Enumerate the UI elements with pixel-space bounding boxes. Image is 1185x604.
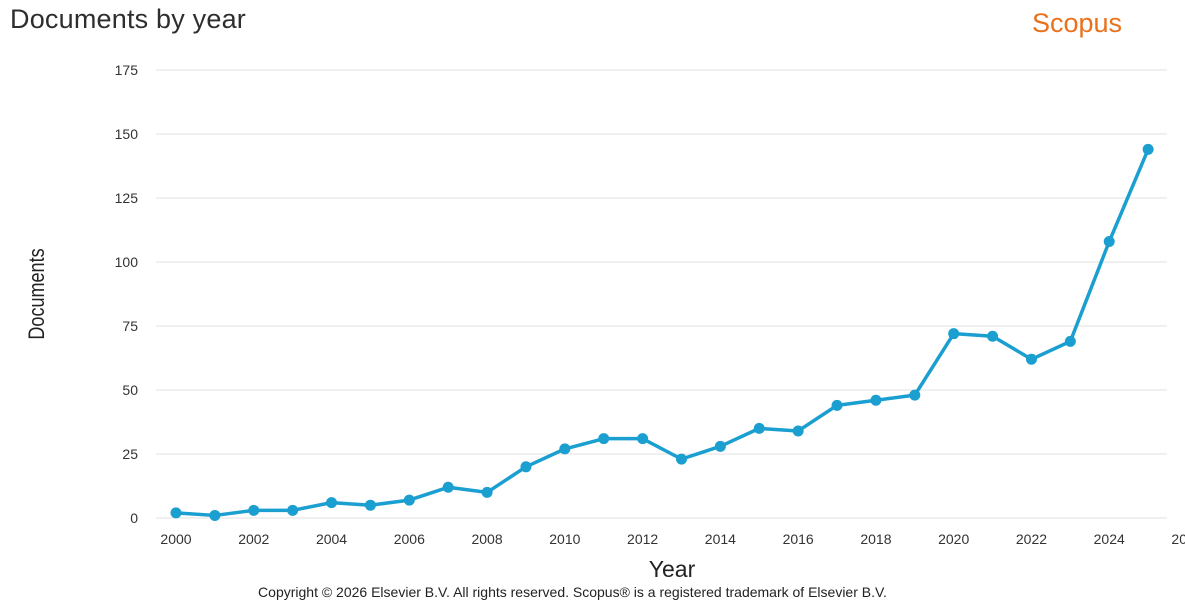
data-point-2002[interactable] xyxy=(248,504,260,516)
data-point-2003[interactable] xyxy=(287,504,299,516)
y-tick-label: 175 xyxy=(115,62,139,78)
y-axis-label: Documents xyxy=(25,248,49,339)
data-point-2023[interactable] xyxy=(1064,335,1076,347)
data-point-2009[interactable] xyxy=(520,461,532,473)
x-tick-label: 2024 xyxy=(1094,531,1125,547)
x-tick-label: 2002 xyxy=(238,531,269,547)
y-tick-label: 25 xyxy=(122,446,138,462)
data-point-2020[interactable] xyxy=(948,328,960,340)
scopus-logo: Scopus xyxy=(1032,8,1123,38)
chart-title: Documents by year xyxy=(10,4,246,34)
y-tick-label: 50 xyxy=(122,382,138,398)
x-tick-label: 2020 xyxy=(938,531,969,547)
data-point-2005[interactable] xyxy=(364,499,376,511)
data-point-2025[interactable] xyxy=(1142,143,1154,155)
series-line xyxy=(174,147,1150,518)
data-point-2021[interactable] xyxy=(987,330,999,342)
data-point-2014[interactable] xyxy=(714,440,726,452)
data-point-2018[interactable] xyxy=(870,394,882,406)
data-point-2024[interactable] xyxy=(1103,236,1115,248)
x-axis-ticks: 2000 2002 2004 2006 2008 2010 2012 2014 2016 2018… xyxy=(160,531,1185,547)
x-tick-label: 2022 xyxy=(1016,531,1047,547)
y-tick-label: 150 xyxy=(115,126,139,142)
data-point-2000[interactable] xyxy=(170,507,182,519)
data-point-2011[interactable] xyxy=(598,433,610,445)
copyright-footer: Copyright © 2026 Elsevier B.V. All right… xyxy=(258,584,887,600)
y-tick-label: 125 xyxy=(115,190,139,206)
data-point-2013[interactable] xyxy=(676,453,687,465)
x-tick-label: 2000 xyxy=(160,531,191,547)
data-point-2001[interactable] xyxy=(209,509,221,521)
x-tick-label: 2010 xyxy=(549,531,580,547)
x-tick-label: 2026 xyxy=(1171,531,1185,547)
data-point-2022[interactable] xyxy=(1025,353,1037,365)
gridlines xyxy=(156,69,1167,519)
y-axis-ticks: 0 25 50 75 100 125 150 175 xyxy=(115,62,139,526)
data-point-2006[interactable] xyxy=(403,494,415,506)
x-tick-label: 2018 xyxy=(860,531,891,547)
data-point-2019[interactable] xyxy=(909,389,921,401)
data-point-2008[interactable] xyxy=(481,486,493,498)
data-point-2007[interactable] xyxy=(442,481,454,493)
x-tick-label: 2004 xyxy=(316,531,347,547)
y-tick-label: 0 xyxy=(130,510,138,526)
x-tick-label: 2014 xyxy=(705,531,736,547)
y-tick-label: 75 xyxy=(122,318,138,334)
x-tick-label: 2012 xyxy=(627,531,658,547)
x-axis-label: Year xyxy=(649,556,696,582)
data-point-2012[interactable] xyxy=(637,433,649,445)
x-tick-label: 2016 xyxy=(783,531,814,547)
data-point-2004[interactable] xyxy=(326,497,338,509)
data-point-2015[interactable] xyxy=(753,422,765,434)
x-tick-label: 2008 xyxy=(471,531,502,547)
data-point-2017[interactable] xyxy=(831,399,843,411)
data-point-2010[interactable] xyxy=(559,443,571,455)
y-tick-label: 100 xyxy=(115,254,139,270)
data-point-2016[interactable] xyxy=(792,425,804,437)
x-tick-label: 2006 xyxy=(394,531,425,547)
data-points xyxy=(170,143,1154,521)
